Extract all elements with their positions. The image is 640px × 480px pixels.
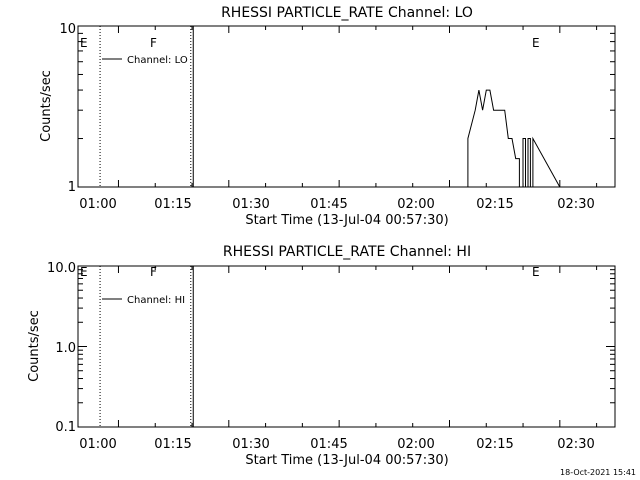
panel-hi-y-tick-label-01: 0.1 — [55, 420, 76, 435]
panel-hi-x-tick-label: 01:00 — [79, 437, 116, 452]
panel-lo-y-axis-label: Counts/sec — [39, 70, 54, 142]
panel-hi-marker-label-e1: E — [80, 265, 88, 279]
panel-hi-x-tick-label: 01:45 — [310, 437, 347, 452]
panel-hi-x-tick-label: 02:30 — [557, 437, 594, 452]
panel-lo-x-tick-label: 01:15 — [154, 197, 191, 212]
panel-lo-x-tick-label: 02:00 — [397, 197, 434, 212]
panel-lo-x-tick-label: 01:30 — [232, 197, 269, 212]
panel-hi-x-tick-label: 01:30 — [232, 437, 269, 452]
panel-lo-x-axis-label: Start Time (13-Jul-04 00:57:30) — [245, 213, 448, 228]
panel-hi-x-tick-labels: 01:00 01:15 01:30 01:45 02:00 02:15 02:3… — [79, 437, 594, 452]
panel-hi-plot-frame — [77, 265, 616, 428]
panel-lo-y-tick-label-1: 1 — [68, 180, 76, 195]
panel-lo-legend: Channel: LO — [102, 55, 188, 66]
panel-hi-title: RHESSI PARTICLE_RATE Channel: HI — [223, 244, 471, 260]
panel-hi-x-axis-label: Start Time (13-Jul-04 00:57:30) — [245, 453, 448, 468]
panel-lo-plot-frame — [77, 25, 616, 188]
panel-lo-y-tick-label-10: 10 — [59, 22, 76, 37]
panel-lo-series-line — [100, 89, 561, 188]
panel-lo-title: RHESSI PARTICLE_RATE Channel: LO — [221, 5, 473, 21]
panel-hi-y-tick-label-1: 1.0 — [55, 341, 76, 356]
panel-hi-x-tick-label: 02:15 — [476, 437, 513, 452]
panel-lo-legend-label: Channel: LO — [127, 55, 188, 66]
footer-timestamp: 18-Oct-2021 15:41 — [560, 468, 636, 477]
panel-lo-marker-label-f: F — [150, 36, 157, 50]
panel-lo-x-tick-label: 01:45 — [310, 197, 347, 212]
panel-hi-y-axis-label: Counts/sec — [27, 310, 42, 382]
panel-lo-x-tick-label: 02:15 — [476, 197, 513, 212]
panel-hi-x-tick-label: 01:15 — [154, 437, 191, 452]
panel-hi: RHESSI PARTICLE_RATE Channel: HI Counts/… — [27, 244, 616, 468]
panel-hi-y-tick-label-10: 10.0 — [47, 261, 76, 276]
panel-hi-x-tick-label: 02:00 — [397, 437, 434, 452]
panel-lo-marker-label-e1: E — [80, 36, 88, 50]
panel-hi-marker-label-e2: E — [532, 265, 540, 279]
panel-lo-marker-label-e2: E — [532, 36, 540, 50]
panel-hi-legend: Channel: HI — [102, 295, 185, 306]
chart-marks — [78, 25, 615, 428]
panel-lo-x-tick-label: 02:30 — [557, 197, 594, 212]
panel-lo-x-tick-label: 01:00 — [79, 197, 116, 212]
panel-hi-legend-label: Channel: HI — [127, 295, 185, 306]
panel-lo: RHESSI PARTICLE_RATE Channel: LO Counts/… — [39, 5, 616, 228]
panel-hi-marker-label-f: F — [150, 265, 157, 279]
panel-lo-x-tick-labels: 01:00 01:15 01:30 01:45 02:00 02:15 02:3… — [79, 197, 594, 212]
